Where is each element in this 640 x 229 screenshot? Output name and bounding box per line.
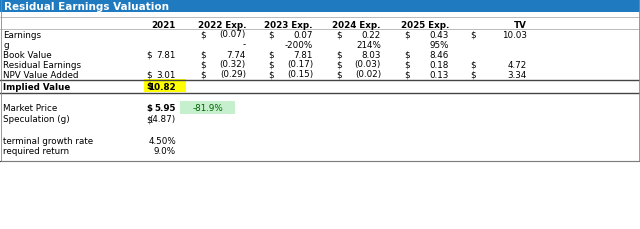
Text: (4.87): (4.87) xyxy=(150,115,176,124)
Text: 10.03: 10.03 xyxy=(502,30,527,39)
Text: 2025 Exp.: 2025 Exp. xyxy=(401,20,449,29)
Text: (0.03): (0.03) xyxy=(355,60,381,69)
Text: $: $ xyxy=(336,30,342,39)
Text: Earnings: Earnings xyxy=(3,30,41,39)
Text: Implied Value: Implied Value xyxy=(3,82,70,91)
Text: $: $ xyxy=(200,70,205,79)
Text: $: $ xyxy=(470,70,476,79)
Text: (0.02): (0.02) xyxy=(355,70,381,79)
Text: 3.01: 3.01 xyxy=(157,70,176,79)
Text: $: $ xyxy=(404,30,410,39)
Text: $: $ xyxy=(470,30,476,39)
Text: Residual Earnings Valuation: Residual Earnings Valuation xyxy=(4,2,169,11)
Text: (0.29): (0.29) xyxy=(220,70,246,79)
Text: 8.03: 8.03 xyxy=(362,50,381,59)
Text: $: $ xyxy=(268,70,274,79)
Text: 0.18: 0.18 xyxy=(429,60,449,69)
Text: 0.13: 0.13 xyxy=(429,70,449,79)
Text: Market Price: Market Price xyxy=(3,104,57,113)
Text: (0.17): (0.17) xyxy=(287,60,313,69)
Text: $: $ xyxy=(200,30,205,39)
Text: 95%: 95% xyxy=(429,40,449,49)
Text: $: $ xyxy=(470,60,476,69)
FancyBboxPatch shape xyxy=(0,0,640,13)
Text: Speculation (g): Speculation (g) xyxy=(3,115,70,124)
Text: Residual Earnings: Residual Earnings xyxy=(3,60,81,69)
Text: $: $ xyxy=(146,82,152,91)
Text: 4.50%: 4.50% xyxy=(148,136,176,145)
Text: 2021: 2021 xyxy=(152,20,176,29)
Text: $: $ xyxy=(268,50,274,59)
Text: $: $ xyxy=(336,50,342,59)
Text: 4.72: 4.72 xyxy=(508,60,527,69)
Text: 3.34: 3.34 xyxy=(508,70,527,79)
Text: (0.32): (0.32) xyxy=(220,60,246,69)
Text: 10.82: 10.82 xyxy=(148,82,176,91)
Text: $: $ xyxy=(404,70,410,79)
Text: 8.46: 8.46 xyxy=(429,50,449,59)
Text: -200%: -200% xyxy=(285,40,313,49)
FancyBboxPatch shape xyxy=(144,80,186,93)
Text: $: $ xyxy=(336,60,342,69)
Text: $: $ xyxy=(146,70,152,79)
Text: 2024 Exp.: 2024 Exp. xyxy=(333,20,381,29)
Text: 214%: 214% xyxy=(356,40,381,49)
Text: TV: TV xyxy=(514,20,527,29)
FancyBboxPatch shape xyxy=(180,101,235,114)
Text: -81.9%: -81.9% xyxy=(192,104,223,113)
Text: 7.81: 7.81 xyxy=(294,50,313,59)
Text: 2022 Exp.: 2022 Exp. xyxy=(198,20,246,29)
Text: $: $ xyxy=(336,70,342,79)
Text: $: $ xyxy=(404,60,410,69)
Text: NPV Value Added: NPV Value Added xyxy=(3,70,79,79)
Text: 0.22: 0.22 xyxy=(362,30,381,39)
Text: $: $ xyxy=(146,104,152,113)
Text: 0.07: 0.07 xyxy=(294,30,313,39)
Text: 2023 Exp.: 2023 Exp. xyxy=(264,20,313,29)
Text: 7.81: 7.81 xyxy=(157,50,176,59)
Text: -: - xyxy=(243,40,246,49)
Text: g: g xyxy=(3,40,8,49)
Text: $: $ xyxy=(268,60,274,69)
Text: $: $ xyxy=(404,50,410,59)
Text: $: $ xyxy=(146,115,152,124)
Text: (0.07): (0.07) xyxy=(220,30,246,39)
Text: $: $ xyxy=(146,50,152,59)
Text: 9.0%: 9.0% xyxy=(154,147,176,156)
Text: 7.74: 7.74 xyxy=(227,50,246,59)
Text: Book Value: Book Value xyxy=(3,50,52,59)
Text: required return: required return xyxy=(3,147,69,156)
Text: $: $ xyxy=(268,30,274,39)
Text: terminal growth rate: terminal growth rate xyxy=(3,136,93,145)
Text: 5.95: 5.95 xyxy=(154,104,176,113)
Text: $: $ xyxy=(200,60,205,69)
Text: (0.15): (0.15) xyxy=(287,70,313,79)
Text: $: $ xyxy=(200,50,205,59)
Text: 0.43: 0.43 xyxy=(429,30,449,39)
